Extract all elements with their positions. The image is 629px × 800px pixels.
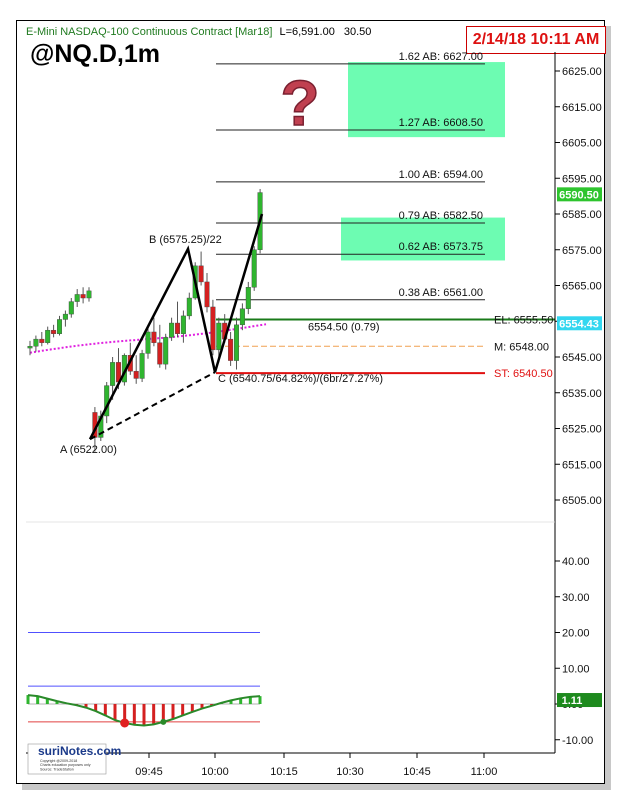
candle-body	[145, 331, 151, 354]
fib-level-label: 0.38 AB: 6561.00	[399, 287, 483, 299]
candle-body	[186, 297, 192, 317]
candle-body	[139, 353, 145, 379]
osc-line	[27, 694, 261, 727]
candle-body	[210, 306, 216, 351]
midpoint-note: 6554.50 (0.79)	[308, 322, 380, 334]
fib-level-label: 1.27 AB: 6608.50	[399, 117, 483, 129]
point-a-label: A (6522.00)	[60, 444, 117, 456]
candle-body	[86, 290, 92, 299]
osc-signal-dot	[160, 718, 167, 725]
candle-body	[239, 308, 245, 326]
y-tick-label: 6535.00	[562, 388, 602, 400]
osc-tick-label: -10.00	[562, 735, 593, 747]
osc-value-tag-box	[557, 693, 602, 708]
watermark-line: Source: TradeStation	[40, 767, 74, 771]
candle-body	[151, 331, 157, 343]
x-tick-label: 10:45	[403, 766, 431, 778]
y-tick-label: 6615.00	[562, 102, 602, 114]
mid-level-label: M: 6548.00	[494, 341, 549, 353]
point-b-label: B (6575.25)/22	[149, 234, 222, 246]
fib-level-label: 0.79 AB: 6582.50	[399, 210, 483, 222]
candle-body	[39, 338, 45, 343]
candle-body	[233, 324, 239, 361]
candle-body	[51, 329, 57, 334]
chart-window	[16, 20, 605, 784]
osc-signal-dot	[120, 718, 130, 728]
timestamp-box: 2/14/18 10:11 AM	[466, 26, 606, 54]
x-tick-label: 09:45	[135, 766, 163, 778]
candle-body	[57, 319, 63, 334]
price-tag-box	[557, 187, 602, 202]
y-tick-label: 6565.00	[562, 281, 602, 293]
y-tick-label: 6525.00	[562, 424, 602, 436]
candle-body	[163, 337, 169, 365]
abc-pattern-line	[88, 213, 264, 440]
net-change: 30.50	[343, 26, 372, 38]
fib-level-label: 1.00 AB: 6594.00	[399, 169, 483, 181]
candle-body	[251, 249, 257, 288]
y-tick-label: 6625.00	[562, 66, 602, 78]
last-price: L=6,591.00	[279, 26, 335, 38]
entry-level-label: EL: 6555.50	[494, 314, 553, 326]
stop-level-label: ST: 6540.50	[494, 368, 553, 380]
contract-name: E-Mini NASDAQ-100 Continuous Contract [M…	[26, 26, 273, 38]
watermark-box	[27, 743, 107, 775]
target-zone-upper	[348, 62, 505, 138]
osc-tick-label: 10.00	[562, 663, 590, 675]
watermark-line: Charts education purposes only	[40, 763, 91, 767]
osc-tick-label: 30.00	[562, 592, 590, 604]
candle-body	[228, 338, 234, 361]
y-tick-label: 6575.00	[562, 245, 602, 257]
candle-body	[110, 362, 116, 386]
candle-body	[174, 322, 180, 334]
y-tick-label: 6595.00	[562, 173, 602, 185]
x-tick-label: 10:15	[270, 766, 298, 778]
point-c-label: C (6540.75/64.82%)/(6br/27.27%)	[218, 373, 383, 385]
candle-body	[180, 315, 186, 334]
fib-level-label: 0.62 AB: 6573.75	[399, 241, 483, 253]
candle-body	[157, 342, 163, 365]
candle-body	[198, 265, 204, 283]
fib-level-label: 1.62 AB: 6627.00	[399, 51, 483, 63]
candle-body	[62, 313, 68, 320]
watermark-brand: suriNotes.com	[38, 744, 121, 758]
y-tick-label: 6545.00	[562, 352, 602, 364]
candle-body	[33, 338, 39, 347]
y-tick-label: 6605.00	[562, 138, 602, 150]
price-tag-box	[557, 316, 602, 331]
candle-body	[245, 287, 251, 309]
candle-body	[45, 329, 51, 343]
candle-body	[27, 346, 33, 349]
osc-value-tag-label: 1.11	[562, 695, 583, 707]
y-tick-label: 6505.00	[562, 495, 602, 507]
watermark-line: Copyright @2009-2018	[40, 759, 77, 763]
x-tick-label: 11:00	[471, 766, 498, 778]
y-tick-label: 6585.00	[562, 209, 602, 221]
x-tick-label: 10:00	[201, 766, 229, 778]
price-tag-label: 6590.50	[559, 189, 599, 201]
x-tick-label: 10:30	[336, 766, 364, 778]
price-tag-label: 6554.43	[559, 318, 599, 330]
ac-dashed-line	[89, 371, 216, 441]
osc-tick-label: 40.00	[562, 556, 590, 568]
osc-tick-label: 20.00	[562, 628, 590, 640]
candle-body	[68, 301, 74, 315]
candle-body	[133, 371, 139, 379]
symbol-label: @NQ.D,1m	[30, 40, 160, 68]
candle-body	[74, 294, 80, 302]
contract-title: E-Mini NASDAQ-100 Continuous Contract [M…	[26, 26, 371, 38]
target-zone-lower	[341, 217, 505, 261]
candle-body	[169, 322, 175, 338]
question-mark-annotation: ?	[280, 67, 319, 139]
candle-body	[216, 322, 222, 351]
candle-body	[80, 294, 86, 299]
y-tick-label: 6515.00	[562, 459, 602, 471]
candle-body	[204, 281, 210, 308]
